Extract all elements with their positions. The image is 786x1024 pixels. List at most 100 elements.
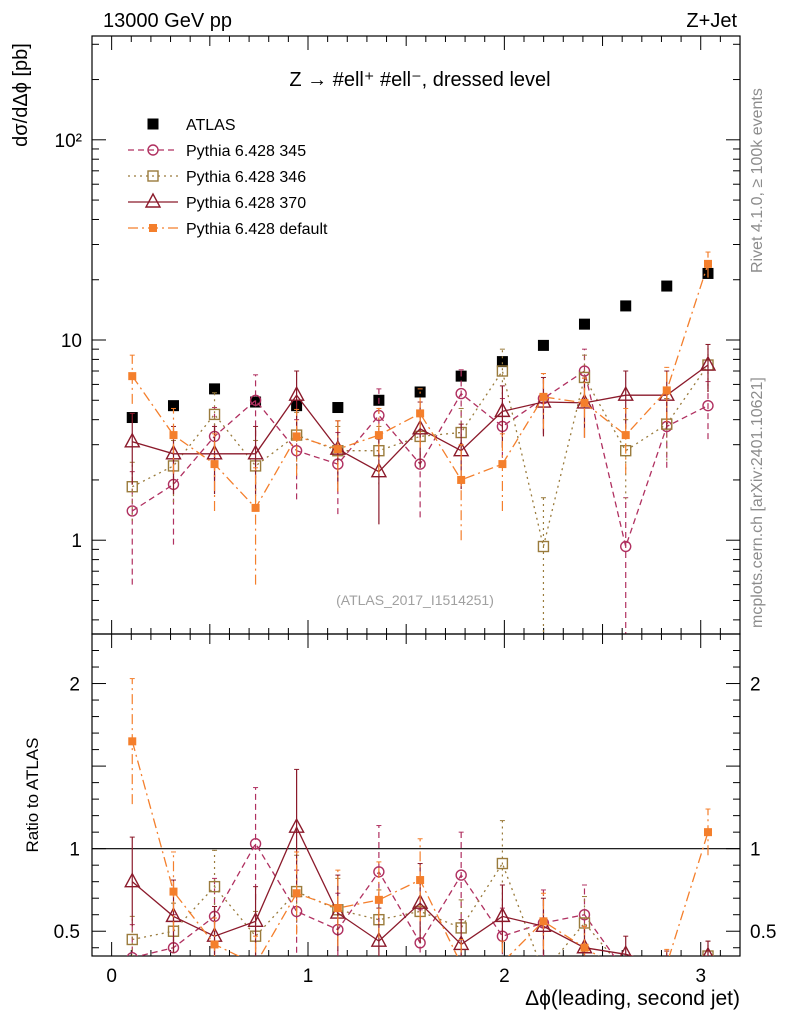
main-panel: 1 10 10² ATLAS Pythia 6.428 345 Pythia 6.428 … [55,35,741,635]
x-tick-label: 2 [499,966,510,987]
y-tick-label: 10 [61,331,82,352]
y-tick-label-right: 2 [750,675,761,696]
analysis-watermark: (ATLAS_2017_I1514251) [336,592,494,608]
data-point [661,280,673,292]
data-point [663,960,671,968]
y-tick-label: 1 [69,840,80,861]
legend-marker [147,170,159,182]
data-point [208,408,221,421]
data-point [699,355,717,371]
data-point [580,943,589,952]
data-point [124,432,141,448]
data-point [537,540,550,553]
y-tick-label-right: 1 [750,840,761,861]
data-point [332,402,344,414]
data-point [374,431,383,440]
data-point [619,944,632,956]
data-point [288,385,305,401]
y-tick-label-right: 0.5 [750,922,776,943]
y-tick-label: 2 [69,675,80,696]
legend-label: Pythia 6.428 345 [186,143,306,160]
ratio-frame [91,633,741,957]
data-point [251,503,260,512]
data-point [169,431,178,440]
data-point [538,968,548,978]
data-point [622,969,630,977]
legend-marker [149,224,157,232]
data-point [620,300,632,312]
data-point [210,460,219,469]
data-point [247,444,264,460]
data-point [703,259,712,268]
x-tick-label: 0 [106,966,117,987]
data-point [292,889,301,898]
series-line-pdefault [131,263,709,509]
data-point [621,968,631,978]
data-point [411,893,429,909]
data-point [167,400,179,412]
data-point [620,540,632,553]
data-point [617,385,634,401]
data-point [210,940,219,949]
data-point [370,931,388,947]
legend: ATLAS Pythia 6.428 345 Pythia 6.428 346 Pyt… [128,117,328,238]
legend-label: Pythia 6.428 370 [186,195,306,212]
data-point [374,895,383,904]
data-point [457,475,466,484]
legend-marker [144,192,162,208]
x-tick-label: 1 [303,966,314,987]
series-line-p346 [132,364,709,547]
data-point [578,318,590,330]
data-point [370,462,388,478]
data-point [496,356,508,368]
data-point [455,869,467,881]
series-pdefault [128,251,712,585]
mcplots-side-label: mcplots.cern.ch [arXiv:2401.10621] [749,377,766,628]
x-axis-label: Δϕ(leading, second jet) [525,987,740,1010]
data-point [169,887,178,896]
data-point [498,460,507,469]
data-point [539,917,548,926]
data-point [247,911,264,928]
rivet-side-label: Rivet 4.1.0, ≥ 100k events [749,88,766,273]
data-point [494,401,511,418]
data-point [288,817,305,833]
data-point [580,398,589,407]
data-point [496,365,509,377]
plot-title: Z → #ell⁺ #ell⁻, dressed level [289,69,550,91]
y-tick-label: 0.5 [54,922,80,943]
legend-marker [147,144,159,156]
data-point [702,399,714,412]
data-point [128,372,137,381]
data-point [539,392,548,401]
data-point [662,968,672,978]
data-point [124,872,141,888]
data-point [249,394,262,406]
ratio-y-axis-label: Ratio to ATLAS [23,738,42,853]
data-point [621,431,630,440]
data-point [578,909,591,921]
data-point [416,409,425,418]
data-point [703,828,712,837]
data-point [126,951,138,956]
ratio-panel: 0 1 2 3 0.5 0.5 1 1 2 2 [54,633,776,987]
legend-label: Pythia 6.428 default [186,221,328,238]
y-tick-label: 1 [71,531,82,552]
data-point [333,445,342,454]
data-point [128,737,137,746]
data-point [621,968,631,978]
main-y-axis-label: dσ/dΔϕ [pb] [10,43,32,147]
data-point [455,387,467,400]
data-point [416,876,425,885]
legend-marker [147,118,159,130]
data-point [249,838,262,850]
data-point [292,432,301,441]
y-tick-label: 10² [55,131,82,152]
data-point [206,444,223,460]
data-point [126,505,138,517]
data-point [494,906,511,923]
x-tick-label: 3 [695,966,706,987]
data-point [411,419,429,435]
header-right: Z+Jet [686,10,737,32]
